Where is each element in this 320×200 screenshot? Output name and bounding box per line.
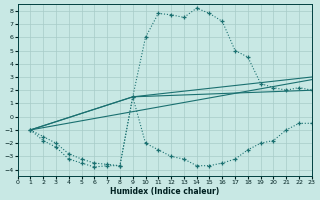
- X-axis label: Humidex (Indice chaleur): Humidex (Indice chaleur): [110, 187, 219, 196]
